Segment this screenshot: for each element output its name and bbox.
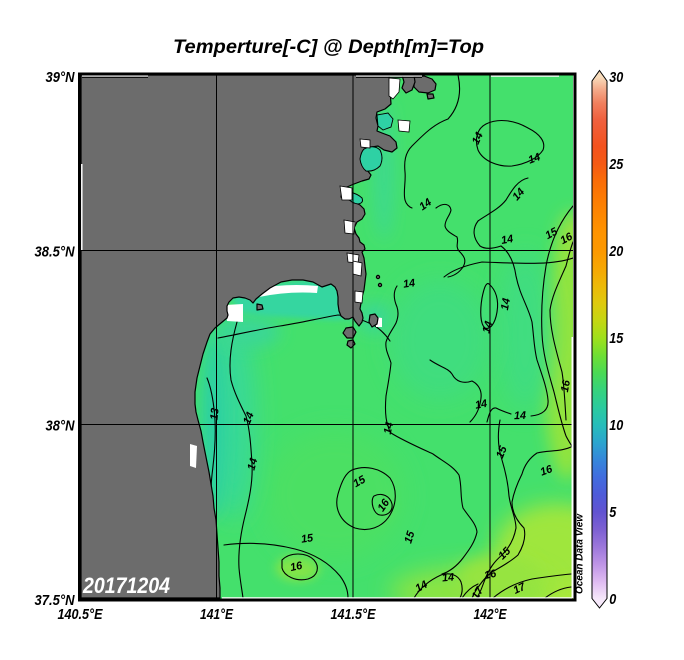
svg-text:38°N: 38°N [46,418,76,435]
svg-text:141.5°E: 141.5°E [331,606,377,623]
svg-text:16: 16 [559,378,573,393]
svg-text:140.5°E: 140.5°E [58,606,104,623]
svg-text:14: 14 [382,421,396,435]
svg-text:20: 20 [608,243,623,260]
svg-text:141°E: 141°E [200,606,234,623]
svg-text:15: 15 [609,330,624,347]
svg-text:16: 16 [289,560,304,574]
svg-text:30: 30 [609,69,624,86]
svg-text:14: 14 [413,579,429,595]
svg-text:17: 17 [511,581,528,597]
svg-text:14: 14 [510,186,527,203]
svg-text:14: 14 [514,410,526,422]
svg-text:0: 0 [609,591,617,608]
svg-text:14: 14 [442,571,455,584]
svg-text:16: 16 [539,463,555,479]
svg-text:14: 14 [527,151,542,166]
svg-text:25: 25 [608,156,623,173]
svg-text:13: 13 [208,408,221,421]
svg-text:Ocean Data View: Ocean Data View [574,513,586,594]
svg-text:15: 15 [402,529,417,545]
svg-text:16: 16 [483,568,498,582]
svg-text:14: 14 [246,457,261,472]
svg-text:37.5°N: 37.5°N [35,592,76,609]
svg-text:142°E: 142°E [474,606,508,623]
svg-text:39°N: 39°N [46,69,76,86]
svg-text:Temperture[-C] @ Depth[m]=Top: Temperture[-C] @ Depth[m]=Top [173,36,484,58]
svg-text:5: 5 [609,504,617,521]
svg-text:16: 16 [558,230,575,247]
svg-text:14: 14 [417,196,434,213]
svg-text:10: 10 [609,417,624,434]
svg-text:14: 14 [499,297,513,311]
svg-text:14: 14 [474,398,488,412]
svg-text:14: 14 [500,233,514,247]
svg-text:14: 14 [402,277,416,291]
svg-text:14: 14 [481,320,496,335]
svg-text:15: 15 [300,532,314,546]
svg-text:15: 15 [494,444,510,460]
svg-text:14: 14 [241,411,257,427]
svg-text:20171204: 20171204 [82,573,170,598]
svg-text:38.5°N: 38.5°N [35,244,76,261]
svg-text:14: 14 [470,130,486,146]
